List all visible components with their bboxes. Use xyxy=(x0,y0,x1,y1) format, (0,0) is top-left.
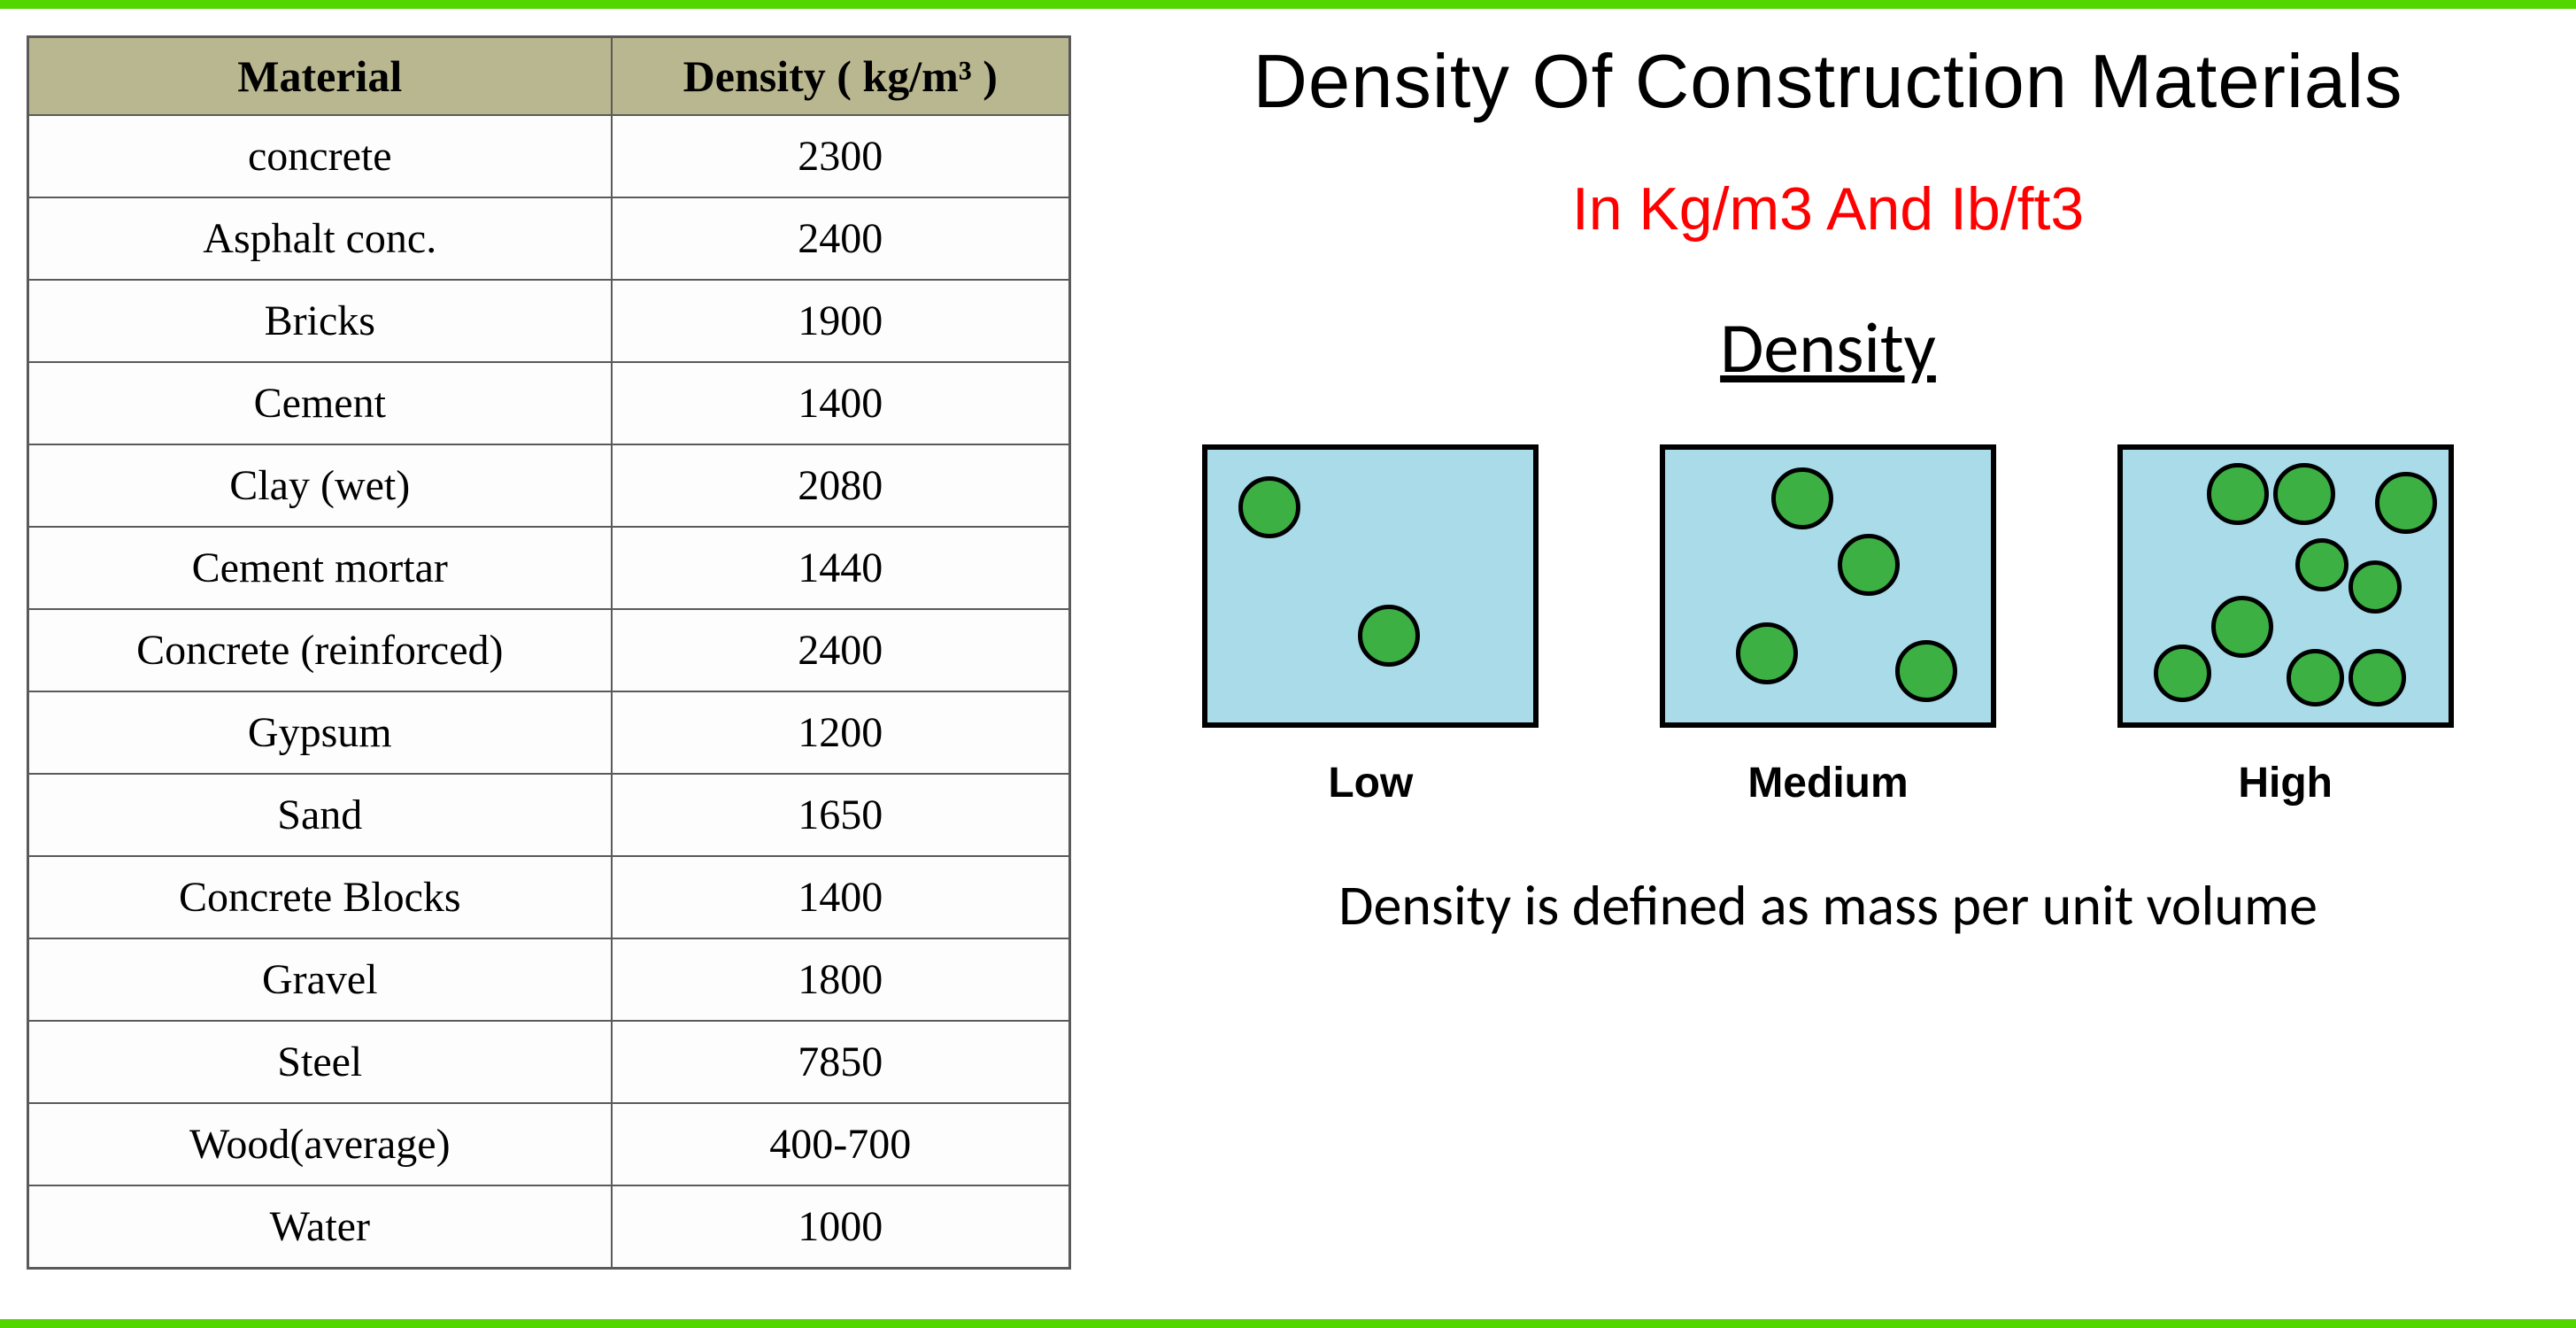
cell-material: Concrete (reinforced) xyxy=(28,609,612,691)
table-row: concrete2300 xyxy=(28,115,1069,197)
density-item-high: High xyxy=(2117,444,2454,807)
cell-material: Gravel xyxy=(28,938,612,1021)
particle-icon xyxy=(2273,463,2335,525)
cell-material: Steel xyxy=(28,1021,612,1103)
particle-icon xyxy=(2348,560,2402,614)
table-row: Gravel1800 xyxy=(28,938,1069,1021)
cell-density: 1000 xyxy=(612,1185,1069,1268)
particle-icon xyxy=(1771,467,1833,529)
particle-icon xyxy=(1895,640,1957,702)
density-box-label: High xyxy=(2238,759,2333,807)
cell-material: Sand xyxy=(28,774,612,856)
table-row: Asphalt conc.2400 xyxy=(28,197,1069,280)
cell-density: 2400 xyxy=(612,197,1069,280)
col-density: Density ( kg/m³ ) xyxy=(612,37,1069,115)
cell-density: 1200 xyxy=(612,691,1069,774)
cell-material: Water xyxy=(28,1185,612,1268)
density-box xyxy=(1202,444,1539,728)
cell-density: 1800 xyxy=(612,938,1069,1021)
particle-icon xyxy=(2348,649,2406,706)
table-row: Steel7850 xyxy=(28,1021,1069,1103)
particle-icon xyxy=(1238,476,1300,538)
cell-density: 1900 xyxy=(612,280,1069,362)
table-row: Water1000 xyxy=(28,1185,1069,1268)
table-row: Sand1650 xyxy=(28,774,1069,856)
density-heading: Density xyxy=(1107,305,2549,391)
info-panel: Density Of Construction Materials In Kg/… xyxy=(1107,35,2549,1301)
density-table: Material Density ( kg/m³ ) concrete2300A… xyxy=(27,35,1071,1270)
density-item-medium: Medium xyxy=(1660,444,1996,807)
particle-icon xyxy=(2287,649,2344,706)
cell-material: Concrete Blocks xyxy=(28,856,612,938)
density-box xyxy=(1660,444,1996,728)
density-box xyxy=(2117,444,2454,728)
particle-icon xyxy=(2295,538,2348,591)
cell-density: 1400 xyxy=(612,856,1069,938)
particle-icon xyxy=(2375,472,2437,534)
cell-material: Asphalt conc. xyxy=(28,197,612,280)
table-row: Concrete Blocks1400 xyxy=(28,856,1069,938)
density-box-label: Medium xyxy=(1747,759,1908,807)
table-row: Bricks1900 xyxy=(28,280,1069,362)
table-header-row: Material Density ( kg/m³ ) xyxy=(28,37,1069,115)
density-definition: Density is defined as mass per unit volu… xyxy=(1107,869,2549,943)
cell-material: Cement xyxy=(28,362,612,444)
table-row: Cement mortar1440 xyxy=(28,527,1069,609)
cell-material: Cement mortar xyxy=(28,527,612,609)
density-item-low: Low xyxy=(1202,444,1539,807)
density-box-label: Low xyxy=(1328,759,1413,807)
cell-density: 1400 xyxy=(612,362,1069,444)
particle-icon xyxy=(1358,605,1420,667)
cell-density: 2080 xyxy=(612,444,1069,527)
table-row: Cement1400 xyxy=(28,362,1069,444)
table-row: Gypsum1200 xyxy=(28,691,1069,774)
cell-density: 1440 xyxy=(612,527,1069,609)
page-subtitle: In Kg/m3 And Ib/ft3 xyxy=(1107,174,2549,243)
particle-icon xyxy=(1838,534,1900,596)
density-diagram: Low Medium High xyxy=(1107,444,2549,807)
cell-material: Clay (wet) xyxy=(28,444,612,527)
table-row: Clay (wet)2080 xyxy=(28,444,1069,527)
particle-icon xyxy=(2154,645,2211,702)
cell-density: 1650 xyxy=(612,774,1069,856)
cell-density: 400-700 xyxy=(612,1103,1069,1185)
page-title: Density Of Construction Materials xyxy=(1107,35,2549,121)
cell-density: 7850 xyxy=(612,1021,1069,1103)
particle-icon xyxy=(2207,463,2269,525)
cell-material: Wood(average) xyxy=(28,1103,612,1185)
table-row: Wood(average)400-700 xyxy=(28,1103,1069,1185)
table-row: Concrete (reinforced)2400 xyxy=(28,609,1069,691)
cell-density: 2300 xyxy=(612,115,1069,197)
cell-material: Bricks xyxy=(28,280,612,362)
density-table-panel: Material Density ( kg/m³ ) concrete2300A… xyxy=(27,35,1071,1301)
particle-icon xyxy=(1736,622,1798,684)
cell-density: 2400 xyxy=(612,609,1069,691)
particle-icon xyxy=(2211,596,2273,658)
col-material: Material xyxy=(28,37,612,115)
cell-material: concrete xyxy=(28,115,612,197)
cell-material: Gypsum xyxy=(28,691,612,774)
